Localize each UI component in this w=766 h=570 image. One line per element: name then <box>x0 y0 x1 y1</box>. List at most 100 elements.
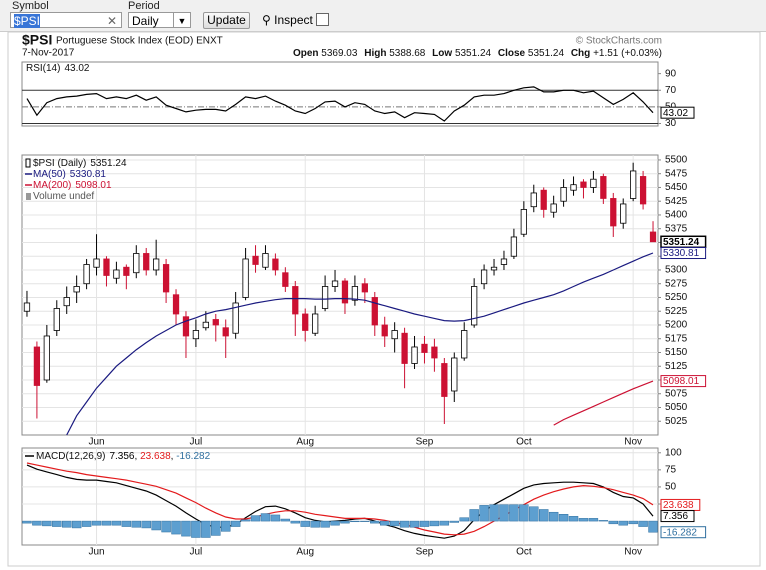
legend-value: -16.282 <box>176 451 210 462</box>
clear-icon[interactable]: ✕ <box>106 14 117 28</box>
symbol-input[interactable]: $PSI ✕ <box>10 12 122 28</box>
y-tick-label: 50 <box>665 482 677 493</box>
histogram-bar <box>230 520 241 527</box>
candle-body <box>262 253 269 268</box>
candle-body <box>461 330 468 359</box>
value-tag-label: 5098.01 <box>663 376 700 387</box>
histogram-bar <box>499 504 509 522</box>
candle-body <box>639 176 647 205</box>
histogram-bar <box>320 520 330 528</box>
symbol-title: $PSI <box>22 32 52 48</box>
histogram-bar <box>52 520 62 527</box>
value-tag <box>660 106 695 119</box>
y-tick-label: 5300 <box>665 265 688 276</box>
histogram-bar <box>131 520 142 528</box>
histogram-bar <box>101 520 112 526</box>
histogram-bar <box>91 520 102 526</box>
histogram-bar <box>32 520 42 526</box>
histogram-bar <box>389 520 400 527</box>
histogram-bar <box>290 520 301 524</box>
legend-icon <box>26 193 31 200</box>
legend-separator: , <box>171 451 177 462</box>
candle-body <box>212 319 219 326</box>
legend-name: MACD(12,26,9) <box>36 451 105 462</box>
histogram-bar <box>181 520 191 537</box>
histogram-bar <box>61 520 72 528</box>
value-tag-label: 5351.24 <box>663 237 700 248</box>
panel-frame <box>21 447 659 546</box>
y-tick-label: 5150 <box>665 347 688 358</box>
low-label: Low <box>432 48 452 59</box>
legend-name: MA(50) <box>33 169 66 180</box>
update-button[interactable]: Update <box>203 12 250 29</box>
histogram-bar <box>558 514 569 522</box>
candle-body <box>83 264 90 285</box>
x-tick-label: Oct <box>516 437 532 448</box>
histogram-bar <box>220 520 231 532</box>
open-value: 5369.03 <box>321 48 358 59</box>
candle-body <box>530 192 537 208</box>
chg-value: +1.51 (+0.03%) <box>593 48 662 59</box>
value-tag <box>660 510 695 523</box>
chg-label: Chg <box>571 48 590 59</box>
candle-body <box>103 258 110 276</box>
candle-body <box>292 286 299 315</box>
candle-body <box>401 332 408 364</box>
candle-body <box>649 231 657 243</box>
histogram-bar <box>280 518 291 522</box>
candle-body <box>620 203 627 224</box>
histogram-bar <box>479 505 489 522</box>
panel-frame <box>21 61 659 127</box>
legend-extra: Volume undef <box>33 191 94 202</box>
histogram-bar <box>300 520 310 527</box>
inspect-toggle[interactable]: ⚲ Inspect <box>262 13 330 27</box>
value-tag-label: 43.02 <box>663 108 688 119</box>
candle-body <box>123 266 130 276</box>
histogram-bar <box>161 520 171 533</box>
candle-body <box>73 286 80 293</box>
candle-body <box>242 258 249 298</box>
symbol-value: $PSI <box>14 14 41 28</box>
histogram-bar <box>111 520 122 526</box>
legend-name: $PSI (Daily) <box>33 158 86 169</box>
candle-body <box>282 272 289 287</box>
inspect-checkbox[interactable] <box>316 13 330 26</box>
dropdown-arrow[interactable]: ▼ <box>173 13 190 27</box>
histogram-bar <box>360 520 370 522</box>
y-tick-label: 90 <box>665 68 677 79</box>
candle-body <box>590 178 597 188</box>
legend: MA(50) 5330.81 <box>33 169 106 180</box>
histogram-bar <box>151 520 161 531</box>
candle-body <box>471 286 478 326</box>
close-label: Close <box>498 48 526 59</box>
candle-body <box>421 343 428 353</box>
toolbar: Symbol $PSI ✕ Period Daily ▼ Update ⚲ Insp… <box>0 0 766 32</box>
legend-name: RSI(14) <box>26 63 60 74</box>
histogram-bar <box>519 504 529 522</box>
legend-icon <box>25 158 31 168</box>
y-tick-label: 5400 <box>665 210 688 221</box>
histogram-bar <box>469 509 479 522</box>
candle-body <box>441 363 448 397</box>
legend-value: 43.02 <box>64 63 89 74</box>
period-label: Period <box>128 0 160 12</box>
x-tick-label: Sep <box>416 437 434 448</box>
candle-body <box>321 286 329 309</box>
candle-body <box>192 330 200 340</box>
series-line <box>26 86 654 122</box>
candle-body <box>480 269 488 285</box>
candle-body <box>93 258 100 268</box>
candle-body <box>302 313 309 331</box>
y-tick-label: 5475 <box>665 168 688 179</box>
period-select[interactable]: Daily ▼ <box>128 12 191 28</box>
histogram-bar <box>429 520 440 527</box>
candle-body <box>500 258 508 265</box>
histogram-bar <box>270 514 281 522</box>
y-tick-label: 5200 <box>665 320 688 331</box>
legend: Volume undef <box>33 191 94 202</box>
histogram-bar <box>568 516 579 522</box>
histogram-bar <box>191 520 201 538</box>
histogram-bar <box>628 520 638 525</box>
ohlc-line: Open 5369.03 High 5388.68 Low 5351.24 Cl… <box>293 48 662 59</box>
